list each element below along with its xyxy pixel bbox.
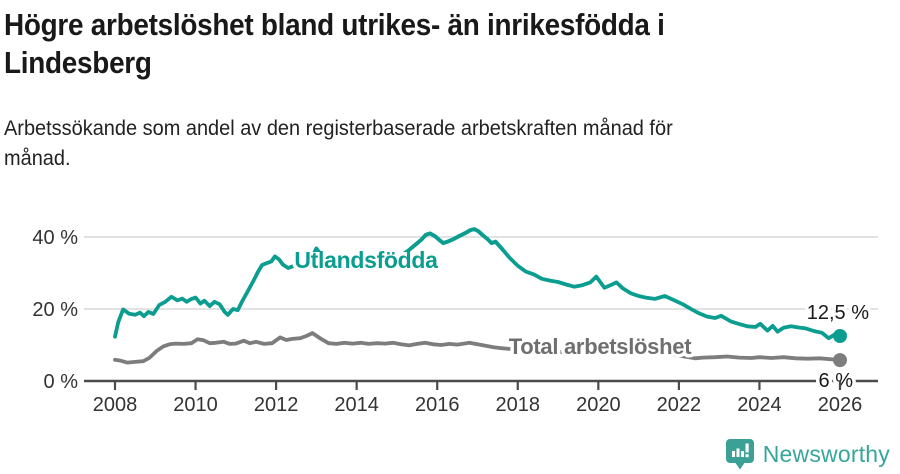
newsworthy-logo: Newsworthy [725, 437, 890, 471]
y-axis-tick-label: 40 % [32, 227, 78, 249]
x-axis-tick-label: 2018 [496, 394, 541, 416]
newsworthy-wordmark: Newsworthy [762, 440, 890, 467]
x-axis-tick-label: 2016 [415, 394, 460, 416]
x-axis-tick-label: 2020 [576, 394, 621, 416]
chart-title: Högre arbetslöshet bland utrikes- än inr… [4, 6, 900, 82]
newsworthy-speech-bubble-bar-chart-icon [725, 438, 754, 469]
x-axis-tick-label: 2014 [334, 394, 379, 416]
end-value-label-total: 6 % [819, 370, 854, 392]
y-axis-tick-label: 0 % [44, 371, 79, 393]
chart-subtitle: Arbetssökande som andel av den registerb… [4, 114, 900, 174]
series-line-utlandsfodda [113, 227, 842, 341]
chart-subtitle-line2: månad. [4, 147, 71, 170]
end-dot-utlandsfodda [833, 329, 847, 343]
chart-title-line1: Högre arbetslöshet bland utrikes- än inr… [4, 7, 665, 42]
end-dot-total [833, 353, 847, 368]
x-axis-tick-label: 2012 [254, 394, 299, 416]
x-axis-tick-label: 2022 [657, 394, 702, 416]
x-axis-tick-label: 2010 [173, 394, 218, 416]
end-value-label-utlandsfodda: 12,5 % [807, 302, 869, 324]
x-axis-tick-label: 2026 [818, 394, 863, 416]
chart-subtitle-line1: Arbetssökande som andel av den registerb… [4, 117, 673, 140]
x-axis-tick-label: 2008 [93, 394, 138, 416]
y-axis-tick-label: 20 % [32, 299, 78, 321]
x-axis-tick-label: 2024 [737, 394, 782, 416]
chart-title-line2: Lindesberg [4, 45, 152, 80]
series-line-total-arbetsloshet [113, 331, 842, 365]
series-label-total-arbetsloshet: Total arbetslöshet [509, 334, 692, 359]
series-line-utlandsfodda-top [312, 227, 508, 252]
